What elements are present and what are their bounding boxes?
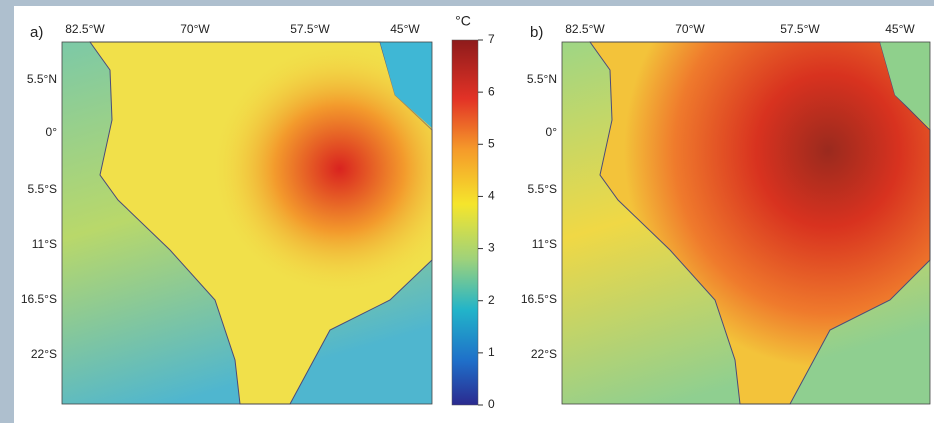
lat-label: 22°S [531, 347, 557, 361]
lat-label: 11°S [532, 237, 557, 251]
lat-label: 0° [546, 125, 558, 139]
lat-label: 16.5°S [521, 292, 557, 306]
colorbar-tick-label: 7 [488, 32, 495, 46]
ocean-ne [880, 42, 930, 128]
panel-label: b) [530, 24, 543, 41]
ocean-ne [380, 42, 432, 128]
lat-label: 0° [46, 125, 58, 139]
lat-label: 16.5°S [21, 292, 57, 306]
map-a [62, 41, 433, 405]
lat-label: 5.5°N [27, 72, 57, 86]
map-border [561, 41, 931, 405]
lon-label: 57.5°W [290, 22, 330, 36]
map-b [562, 41, 931, 405]
colorbar-tick-label: 6 [488, 84, 495, 98]
warm-area [62, 42, 432, 404]
colorbar-unit: °C [455, 13, 471, 29]
map-border [61, 41, 433, 405]
lon-label: 57.5°W [780, 22, 820, 36]
colorbar [451, 39, 479, 406]
lat-label: 5.5°S [528, 182, 557, 196]
lat-label: 11°S [32, 237, 57, 251]
lon-label: 45°W [885, 22, 915, 36]
lon-label: 45°W [390, 22, 420, 36]
lon-label: 82.5°W [565, 22, 605, 36]
colorbar-tick-label: 2 [488, 293, 495, 307]
panel-label: a) [30, 24, 43, 41]
colorbar-tick-label: 1 [488, 345, 495, 359]
lat-label: 5.5°N [527, 72, 557, 86]
lat-label: 5.5°S [28, 182, 57, 196]
lon-label: 82.5°W [65, 22, 105, 36]
colorbar-tick-label: 4 [488, 189, 495, 203]
colorbar-tick-label: 5 [488, 136, 495, 150]
lon-label: 70°W [675, 22, 705, 36]
lat-label: 22°S [31, 347, 57, 361]
colorbar-tick-label: 3 [488, 241, 495, 255]
lon-label: 70°W [180, 22, 210, 36]
colorbar-tick-label: 0 [488, 397, 495, 411]
